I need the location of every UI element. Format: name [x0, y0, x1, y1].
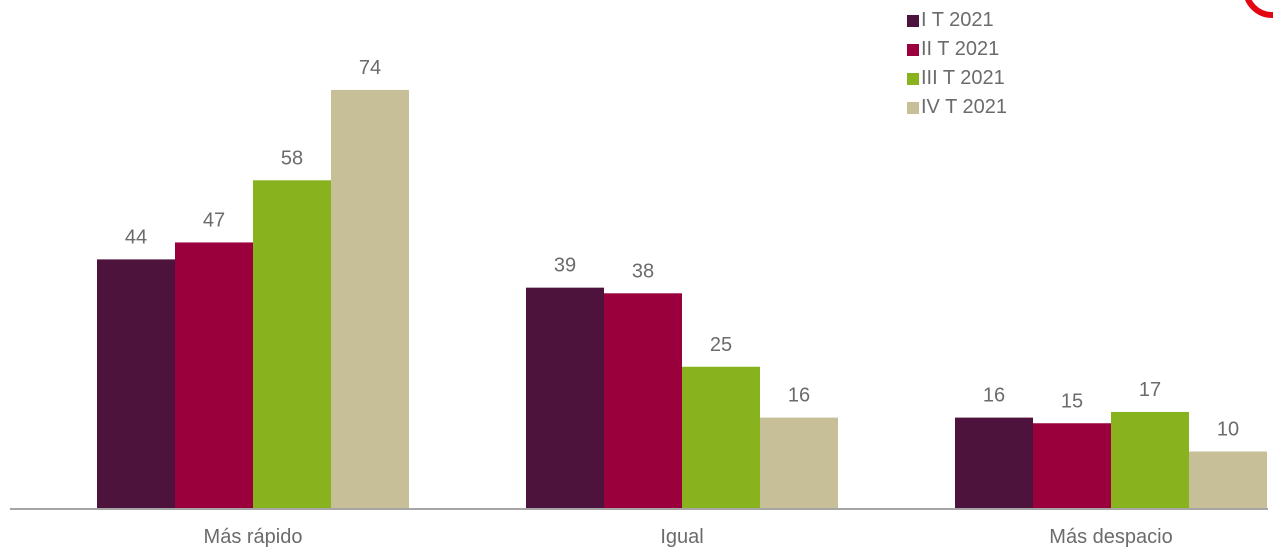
legend-swatch-icon — [907, 72, 919, 85]
bar-1-category-2 — [526, 287, 604, 508]
data-label: 44 — [125, 226, 147, 248]
bar-2-category-2 — [604, 293, 682, 508]
data-label: 39 — [554, 255, 576, 277]
legend-item: IV T 2021 — [907, 93, 1007, 122]
bar-4-category-3 — [1189, 451, 1267, 508]
legend-label: IV T 2021 — [921, 96, 1007, 118]
legend-item: I T 2021 — [907, 6, 1007, 35]
category-label: Más despacio — [1049, 526, 1172, 548]
legend-item: III T 2021 — [907, 64, 1007, 93]
data-label: 16 — [788, 385, 810, 407]
bar-3-category-3 — [1111, 411, 1189, 508]
data-label: 10 — [1217, 419, 1239, 441]
category-labels-layer: Más rápido Igual Más despacio — [204, 526, 1173, 548]
data-label: 15 — [1061, 390, 1083, 412]
data-label: 16 — [983, 385, 1005, 407]
category-label: Igual — [660, 526, 703, 548]
bar-1-category-3 — [955, 417, 1033, 508]
legend-swatch-icon — [907, 14, 919, 27]
bar-1-category-1 — [97, 259, 175, 508]
value-labels-layer: 44 47 58 74 39 38 25 16 16 15 17 10 — [125, 57, 1239, 441]
data-label: 38 — [632, 260, 654, 282]
bar-4-category-1 — [331, 89, 409, 509]
bar-3-category-2 — [682, 366, 760, 508]
data-label: 74 — [359, 57, 381, 79]
bar-2-category-1 — [175, 242, 253, 508]
data-label: 58 — [281, 147, 303, 169]
bar-2-category-3 — [1033, 423, 1111, 508]
bars-layer — [97, 89, 1267, 509]
legend-swatch-icon — [907, 101, 919, 114]
legend-label: I T 2021 — [921, 9, 994, 31]
chart-legend: I T 2021 II T 2021 III T 2021 IV T 2021 — [907, 6, 1007, 122]
data-label: 25 — [710, 334, 732, 356]
legend-label: III T 2021 — [921, 67, 1005, 89]
legend-swatch-icon — [907, 43, 919, 56]
bar-3-category-1 — [253, 180, 331, 509]
category-label: Más rápido — [204, 526, 303, 548]
legend-label: II T 2021 — [921, 38, 1000, 60]
bar-4-category-2 — [760, 417, 838, 508]
legend-item: II T 2021 — [907, 35, 1007, 64]
data-label: 47 — [203, 209, 225, 231]
data-label: 17 — [1139, 379, 1161, 401]
